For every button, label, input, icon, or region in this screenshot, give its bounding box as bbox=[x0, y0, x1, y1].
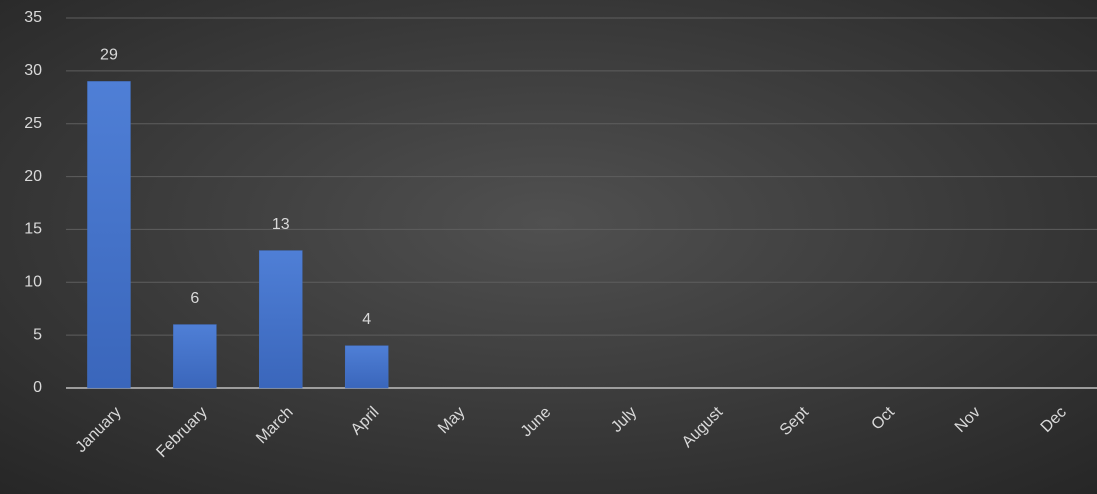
bar bbox=[87, 81, 131, 389]
y-tick-label: 5 bbox=[33, 326, 42, 343]
y-tick-label: 20 bbox=[24, 168, 42, 185]
y-tick-label: 0 bbox=[33, 379, 42, 396]
data-label: 29 bbox=[100, 47, 118, 64]
data-label: 6 bbox=[190, 290, 199, 307]
y-tick-label: 25 bbox=[24, 115, 42, 132]
y-tick-label: 15 bbox=[24, 221, 42, 238]
data-label: 4 bbox=[362, 311, 371, 328]
y-tick-label: 35 bbox=[24, 9, 42, 26]
bar bbox=[344, 345, 389, 389]
bar bbox=[259, 250, 303, 389]
bar bbox=[173, 324, 217, 389]
y-tick-label: 30 bbox=[24, 62, 42, 79]
y-tick-label: 10 bbox=[24, 274, 42, 291]
data-label: 13 bbox=[272, 216, 290, 233]
